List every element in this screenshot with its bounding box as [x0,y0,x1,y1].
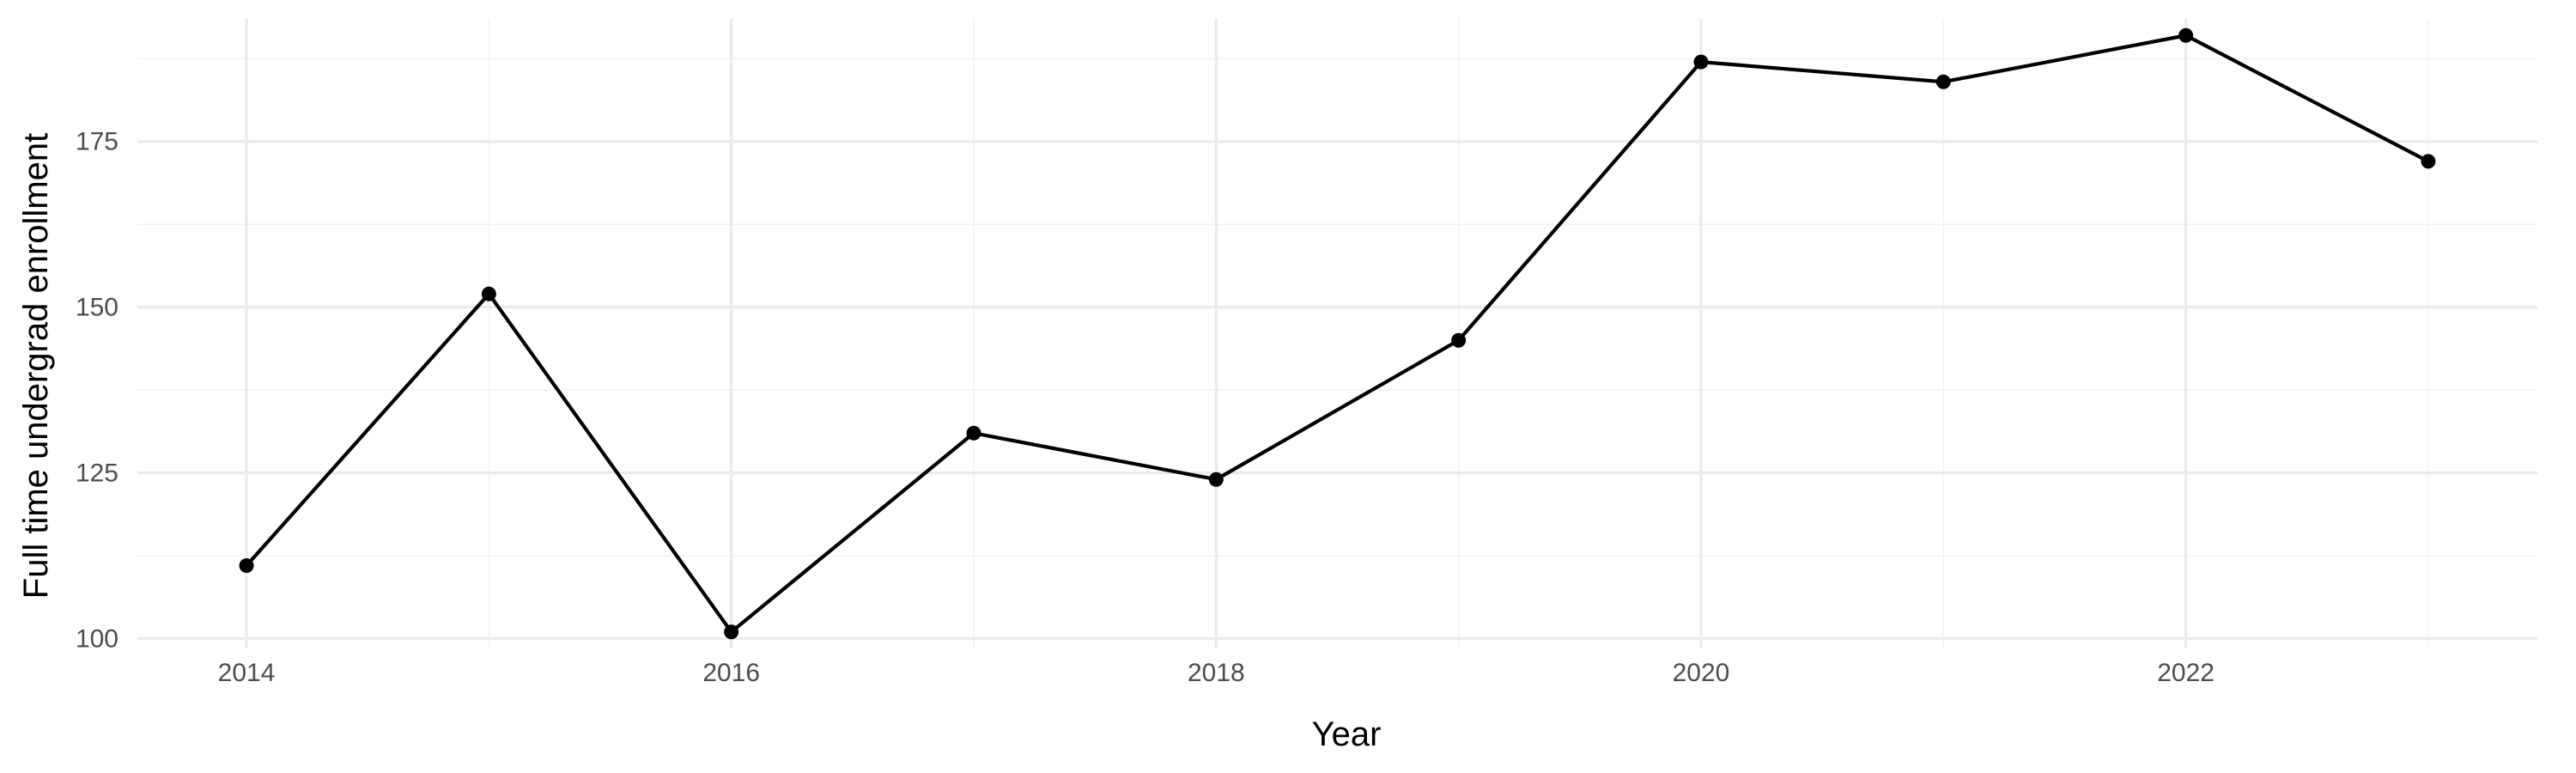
y-tick-label: 125 [76,460,118,488]
y-axis-title: Full time undergrad enrollment [17,133,55,599]
data-point [2178,27,2194,43]
x-tick-label: 2018 [1188,659,1245,687]
x-tick-label: 2020 [1673,659,1730,687]
data-point [966,425,981,441]
data-point [1208,472,1224,487]
data-point [2421,154,2436,169]
y-axis-ticks: 100 125 150 175 [76,128,118,654]
grid [137,19,2537,648]
y-tick-label: 150 [76,294,118,322]
y-tick-label: 100 [76,624,118,653]
data-point [1693,54,1709,70]
y-tick-label: 175 [76,128,118,156]
series-line [245,33,2429,634]
x-axis-title: Year [1312,715,1382,753]
x-tick-label: 2016 [702,659,760,687]
series [239,27,2436,640]
data-point [481,286,496,301]
data-point [1935,74,1951,89]
data-point [724,624,739,640]
x-tick-label: 2022 [2157,659,2215,687]
data-point [1451,332,1467,348]
x-tick-label: 2014 [218,659,276,687]
x-axis-ticks: 2014 2016 2018 2020 2022 [218,659,2215,687]
data-point [239,558,254,574]
